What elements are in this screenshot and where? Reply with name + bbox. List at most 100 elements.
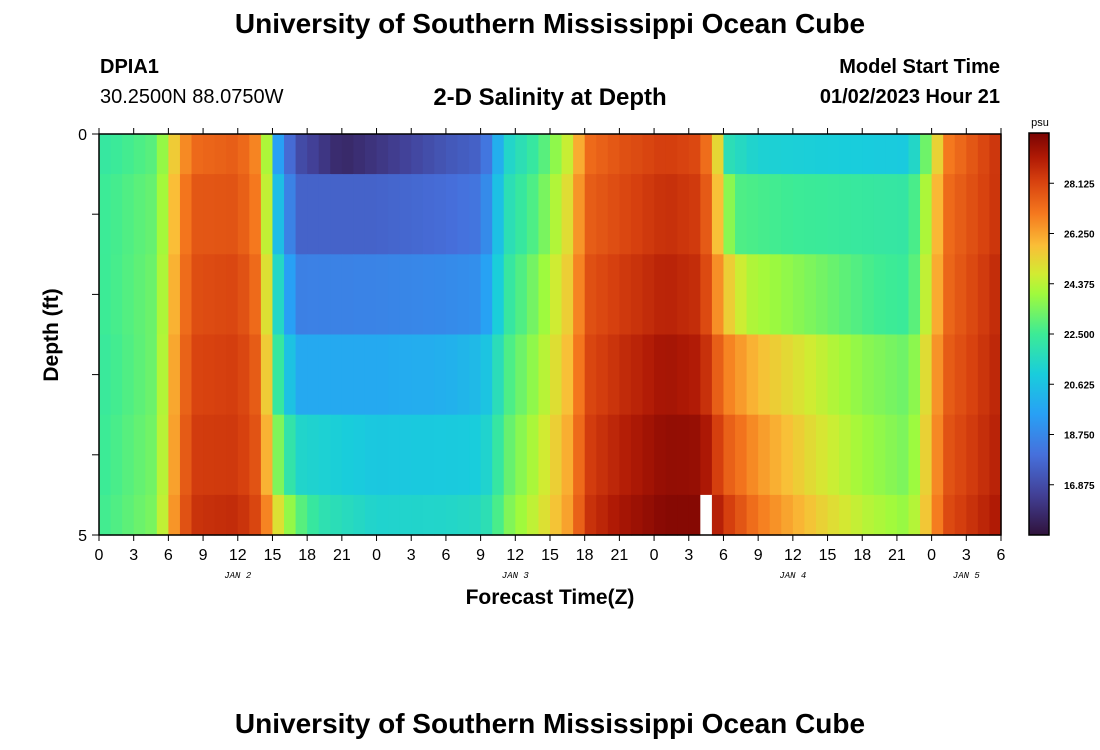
y-tick-label: 5	[78, 528, 87, 545]
heatmap-cell	[873, 414, 886, 496]
heatmap-cell	[665, 494, 678, 536]
heatmap-cell	[133, 334, 146, 416]
heatmap-cell	[318, 174, 331, 255]
heatmap-cell	[110, 414, 123, 496]
heatmap-cell	[758, 494, 771, 536]
heatmap-cell	[376, 134, 389, 175]
heatmap-cell	[515, 334, 528, 416]
heatmap-cell	[515, 174, 528, 255]
y-axis: 05	[78, 127, 99, 545]
heatmap-cell	[422, 174, 435, 255]
heatmap-cell	[920, 334, 933, 416]
heatmap-cell	[700, 174, 713, 255]
heatmap-cell	[295, 254, 308, 336]
heatmap-cell	[619, 254, 632, 336]
heatmap-cell	[133, 494, 146, 536]
heatmap-cell	[792, 494, 806, 536]
heatmap-cell	[966, 414, 979, 496]
heatmap-cell	[654, 494, 667, 536]
heatmap-cell	[191, 414, 204, 496]
x-tick-label: 0	[95, 547, 104, 564]
heatmap-cell	[295, 494, 308, 536]
x-tick-label: 0	[650, 547, 659, 564]
heatmap-cell	[526, 174, 540, 255]
colorbar-tick-label: 26.250	[1064, 230, 1095, 241]
heatmap-cell	[457, 134, 470, 175]
heatmap-cell	[746, 494, 759, 536]
heatmap-cell	[550, 134, 563, 175]
day-label: JAN 2	[224, 571, 252, 581]
heatmap-cell	[573, 254, 586, 336]
heatmap-cell	[596, 134, 609, 175]
heatmap-cell	[827, 254, 840, 336]
heatmap-cell	[272, 494, 285, 536]
heatmap-cell	[330, 254, 343, 336]
heatmap-cell	[503, 494, 516, 536]
heatmap-cell	[249, 414, 262, 496]
heatmap-cell	[966, 254, 979, 336]
heatmap-cell	[654, 414, 667, 496]
heatmap-cell	[607, 174, 620, 255]
heatmap-cell	[226, 494, 239, 536]
heatmap-cell	[781, 254, 794, 336]
page-title: University of Southern Mississippi Ocean…	[234, 8, 866, 39]
heatmap-cell	[792, 254, 806, 336]
heatmap-cell	[260, 254, 274, 336]
heatmap-cell	[411, 254, 424, 336]
heatmap-cell	[920, 174, 933, 255]
heatmap-cell	[862, 334, 875, 416]
x-tick-label: 3	[407, 547, 416, 564]
heatmap-cell	[469, 174, 482, 255]
heatmap-cell	[295, 174, 308, 255]
heatmap-cell	[769, 134, 782, 175]
heatmap-cell	[584, 414, 597, 496]
heatmap-cell	[376, 334, 389, 416]
heatmap-cell	[122, 494, 135, 536]
heatmap-cell	[376, 494, 389, 536]
heatmap-cell	[145, 174, 158, 255]
heatmap-cell	[399, 414, 412, 496]
heatmap-cell	[341, 134, 355, 175]
heatmap-cell	[584, 174, 597, 255]
heatmap-cell	[677, 414, 690, 496]
x-tick-label: 9	[199, 547, 208, 564]
heatmap-cell	[156, 494, 169, 536]
heatmap-cell	[318, 254, 331, 336]
heatmap-cell	[630, 494, 644, 536]
x-tick-label: 6	[441, 547, 450, 564]
heatmap-cell	[307, 134, 320, 175]
heatmap-cell	[341, 334, 355, 416]
heatmap-cell	[989, 174, 1002, 255]
heatmap-cell	[295, 334, 308, 416]
heatmap-cell	[457, 414, 470, 496]
heatmap-cell	[642, 174, 655, 255]
plot-title: 2-D Salinity at Depth	[433, 84, 667, 111]
heatmap-cell	[214, 414, 227, 496]
heatmap-cell	[353, 174, 366, 255]
heatmap-cell	[630, 414, 644, 496]
heatmap-cell	[723, 334, 736, 416]
heatmap-cell	[434, 494, 447, 536]
heatmap-cell	[492, 494, 505, 536]
heatmap-cell	[630, 134, 644, 175]
heatmap-cell	[284, 494, 297, 536]
heatmap-cell	[203, 134, 216, 175]
heatmap-cell	[885, 414, 898, 496]
heatmap-cell	[677, 494, 690, 536]
heatmap-cell	[411, 134, 424, 175]
heatmap-cell	[526, 494, 540, 536]
heatmap-cell	[619, 174, 632, 255]
model-start-value: 01/02/2023 Hour 21	[819, 86, 1000, 108]
heatmap-cell	[931, 254, 944, 336]
heatmap-cell	[226, 174, 239, 255]
heatmap-cell	[896, 414, 910, 496]
heatmap-cell	[260, 414, 274, 496]
heatmap-cell	[122, 174, 135, 255]
heatmap-cell	[977, 254, 991, 336]
x-tick-label: 18	[853, 547, 871, 564]
heatmap-cell	[353, 414, 366, 496]
heatmap-cell	[862, 494, 875, 536]
heatmap-cell	[966, 334, 979, 416]
colorbar-tick-label: 28.125	[1064, 179, 1095, 190]
x-tick-label: 21	[888, 547, 906, 564]
